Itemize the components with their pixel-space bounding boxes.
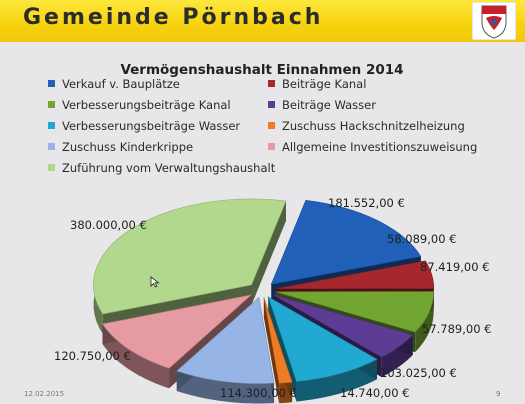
legend-label: Verbesserungsbeiträge Wasser: [62, 119, 240, 133]
legend-label: Beiträge Kanal: [282, 77, 366, 91]
data-label: 87.419,00 €: [420, 260, 490, 274]
data-label: 14.740,00 €: [340, 386, 410, 400]
slice-side: [296, 359, 377, 402]
slice-wall: [263, 297, 280, 404]
page-title: Gemeinde Pörnbach: [23, 5, 324, 30]
legend-swatch: [48, 122, 55, 129]
data-label: 380.000,00 €: [70, 218, 147, 232]
footer-page-number: 9: [496, 390, 501, 398]
data-labels: 181.552,00 € 58.089,00 € 87.419,00 € 57.789…: [54, 196, 492, 400]
data-label: 103.025,00 €: [380, 366, 457, 380]
pie-slice: [270, 199, 422, 285]
data-label: 58.089,00 €: [387, 232, 457, 246]
footer-date: 12.02.2015: [24, 390, 65, 398]
legend-label: Allgemeine Investitionszuweisung: [282, 140, 477, 154]
legend-label: Verkauf v. Bauplätze: [62, 77, 180, 91]
data-label: 114.300,00 €: [220, 386, 297, 400]
slice-wall: [251, 200, 286, 305]
pie-slice: [176, 296, 275, 384]
legend-label: Zuschuss Hackschnitzelheizung: [282, 119, 465, 133]
pie-slice: [93, 198, 287, 315]
legend-label: Verbesserungsbeiträge Kanal: [62, 98, 231, 112]
legend-swatch: [48, 101, 55, 108]
pie-slice: [275, 260, 435, 289]
pie-slice: [263, 297, 293, 384]
data-label: 181.552,00 €: [328, 196, 405, 210]
legend-swatch: [48, 143, 55, 150]
legend-swatch: [268, 122, 275, 129]
legend-swatch: [48, 80, 55, 87]
legend-swatch: [48, 164, 55, 171]
legend-swatch: [268, 80, 275, 87]
legend-label: Zuführung vom Verwaltungshaushalt: [62, 161, 276, 175]
data-label: 57.789,00 €: [422, 322, 492, 336]
chart-legend: Verkauf v. Bauplätze Beiträge Kanal Verbes…: [48, 77, 477, 175]
legend-label: Zuschuss Kinderkrippe: [62, 140, 193, 154]
slice-side: [102, 324, 170, 389]
legend-swatch: [268, 101, 275, 108]
pie-slice: [102, 294, 253, 369]
slice-side: [415, 291, 434, 353]
pie-slices: [93, 198, 435, 404]
mouse-cursor-icon: [150, 276, 160, 288]
pie-chart: Vermögenshaushalt Einnahmen 2014 Verkauf…: [48, 62, 492, 404]
legend-swatch: [268, 143, 275, 150]
data-label: 120.750,00 €: [54, 349, 131, 363]
pie-slice: [275, 291, 434, 333]
pie-slice: [272, 294, 414, 358]
header-bar: Gemeinde Pörnbach: [0, 0, 525, 42]
pie-slice: [267, 296, 378, 382]
chart-title: Vermögenshaushalt Einnahmen 2014: [120, 62, 403, 78]
coat-of-arms-icon: [472, 2, 516, 40]
slice-side: [176, 371, 274, 404]
legend-label: Beiträge Wasser: [282, 98, 376, 112]
